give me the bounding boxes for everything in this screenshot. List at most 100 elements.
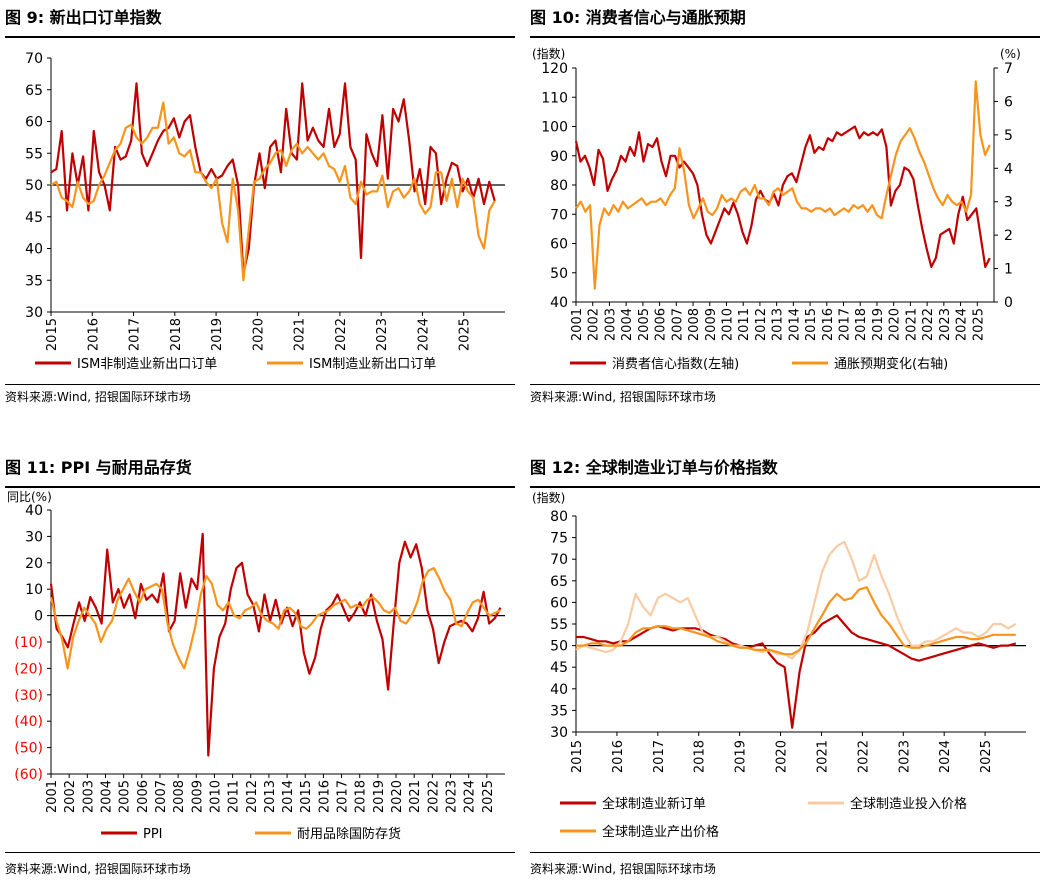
- y-tick-label: 80: [550, 509, 568, 525]
- x-tick-label: 2018: [169, 318, 184, 351]
- legend-label: 全球制造业投入价格: [850, 796, 967, 812]
- x-tick-label: 2018: [854, 308, 869, 341]
- y-tick-label: 40: [25, 242, 43, 258]
- x-tick-label: 2019: [871, 308, 886, 341]
- x-tick-label: 2013: [771, 308, 786, 341]
- chart-9-plot: 30 35 40 45 50 55 60 65 70 2015 2016 2017 2018 2019 20…: [25, 51, 505, 372]
- y-tick-label: 50: [550, 266, 568, 282]
- x-tick-label: 2020: [775, 740, 790, 773]
- y-tick-label: (50): [14, 741, 43, 757]
- x-tick-label: 2004: [620, 308, 635, 341]
- x-tick-label: 2017: [652, 740, 667, 773]
- footer-divider: [5, 384, 515, 385]
- x-tick-label: 2015: [45, 318, 60, 351]
- title-divider: [5, 36, 515, 38]
- x-tick-label: 2025: [458, 318, 473, 351]
- x-tick-label: 2016: [821, 308, 836, 341]
- x-tick-label: 2022: [856, 740, 871, 773]
- x-tick-label: 2019: [372, 780, 387, 813]
- x-tick-label: 2015: [299, 780, 314, 813]
- y-tick-label: 30: [25, 529, 43, 545]
- x-tick-label: 2018: [693, 740, 708, 773]
- title-divider: [530, 36, 1040, 38]
- source-note: 资料来源:Wind, 招银国际环球市场: [5, 862, 191, 876]
- x-tick-label: 2001: [570, 308, 585, 341]
- x-tick-label: 2010: [720, 308, 735, 341]
- x-tick-label: 2016: [86, 318, 101, 351]
- y-tick-label: 60: [25, 115, 43, 131]
- footer-divider: [5, 852, 515, 853]
- y-tick-label: 70: [25, 51, 43, 67]
- y-right-tick-label: 5: [1004, 128, 1013, 144]
- footer-divider: [530, 384, 1040, 385]
- x-tick-label: 2022: [426, 780, 441, 813]
- x-tick-label: 2007: [670, 308, 685, 341]
- y-tick-label: 50: [25, 178, 43, 194]
- legend-label: 通胀预期变化(右轴): [834, 356, 948, 372]
- y-right-tick-label: 4: [1004, 161, 1013, 177]
- x-tick-label: 2011: [737, 308, 752, 341]
- series-line-2: [50, 101, 496, 282]
- y-axis-title: (指数): [532, 46, 565, 61]
- legend-label: 全球制造业新订单: [602, 796, 706, 812]
- x-tick-label: 2024: [955, 308, 970, 341]
- x-tick-label: 2023: [938, 308, 953, 341]
- x-tick-label: 2006: [654, 308, 669, 341]
- panel-chart-11: 图 11: PPI 与耐用品存货 (60) (50) (40) (30) (20) (10…: [5, 454, 515, 884]
- x-tick-label: 2001: [45, 780, 60, 813]
- footer-divider: [530, 852, 1040, 853]
- x-tick-label: 2020: [888, 308, 903, 341]
- x-tick-label: 2016: [317, 780, 332, 813]
- panel-chart-12: 图 12: 全球制造业订单与价格指数 30 35 40 45 50 55 60 65 70 75 8…: [530, 454, 1040, 884]
- y-tick-label: 40: [25, 503, 43, 519]
- x-tick-label: 2005: [118, 780, 133, 813]
- x-tick-label: 2011: [227, 780, 242, 813]
- y-tick-label: 120: [541, 61, 568, 77]
- x-tick-label: 2017: [336, 780, 351, 813]
- y-axis-right-title: (%): [1000, 47, 1021, 61]
- x-tick-label: 2008: [687, 308, 702, 341]
- x-tick-label: 2014: [281, 780, 296, 813]
- y-right-tick-label: 1: [1004, 262, 1013, 278]
- chart-title: 图 10: 消费者信心与通胀预期: [530, 8, 746, 27]
- x-tick-label: 2017: [838, 308, 853, 341]
- panel-chart-9: 图 9: 新出口订单指数 30 35 40 45 50 55 60 65 70 2015 2016 2…: [5, 4, 515, 414]
- y-tick-label: 35: [25, 273, 43, 289]
- panel-chart-10: 图 10: 消费者信心与通胀预期 40 50 60 70 80 90 100 110 120 0 1…: [530, 4, 1040, 414]
- series-line-2: [49, 566, 501, 670]
- chart-title: 图 9: 新出口订单指数: [5, 8, 162, 27]
- y-right-tick-label: 7: [1004, 61, 1013, 77]
- y-tick-label: 100: [541, 120, 568, 136]
- x-tick-label: 2002: [63, 780, 78, 813]
- series-line-1: [574, 125, 991, 268]
- x-tick-label: 2015: [804, 308, 819, 341]
- x-tick-label: 2021: [293, 318, 308, 351]
- x-tick-label: 2025: [971, 308, 986, 341]
- y-tick-label: (60): [14, 767, 43, 783]
- y-tick-label: 65: [550, 574, 568, 590]
- x-tick-label: 2006: [136, 780, 151, 813]
- x-tick-label: 2014: [787, 308, 802, 341]
- y-right-tick-label: 2: [1004, 228, 1013, 244]
- y-tick-label: 45: [550, 660, 568, 676]
- y-right-tick-label: 6: [1004, 94, 1013, 110]
- x-tick-label: 2015: [570, 740, 585, 773]
- y-tick-label: (10): [14, 635, 43, 651]
- x-tick-label: 2012: [754, 308, 769, 341]
- y-tick-label: 60: [550, 595, 568, 611]
- y-tick-label: 90: [550, 149, 568, 165]
- x-tick-label: 2022: [334, 318, 349, 351]
- source-note: 资料来源:Wind, 招银国际环球市场: [530, 390, 716, 404]
- x-tick-label: 2007: [154, 780, 169, 813]
- y-right-tick-label: 0: [1004, 295, 1013, 311]
- x-tick-label: 2022: [921, 308, 936, 341]
- x-tick-label: 2005: [637, 308, 652, 341]
- y-right-tick-label: 3: [1004, 195, 1013, 211]
- source-note: 资料来源:Wind, 招银国际环球市场: [5, 390, 191, 404]
- x-tick-label: 2017: [128, 318, 143, 351]
- y-tick-label: 40: [550, 682, 568, 698]
- y-tick-label: 110: [541, 90, 568, 106]
- y-tick-label: 30: [25, 305, 43, 321]
- x-tick-label: 2019: [210, 318, 225, 351]
